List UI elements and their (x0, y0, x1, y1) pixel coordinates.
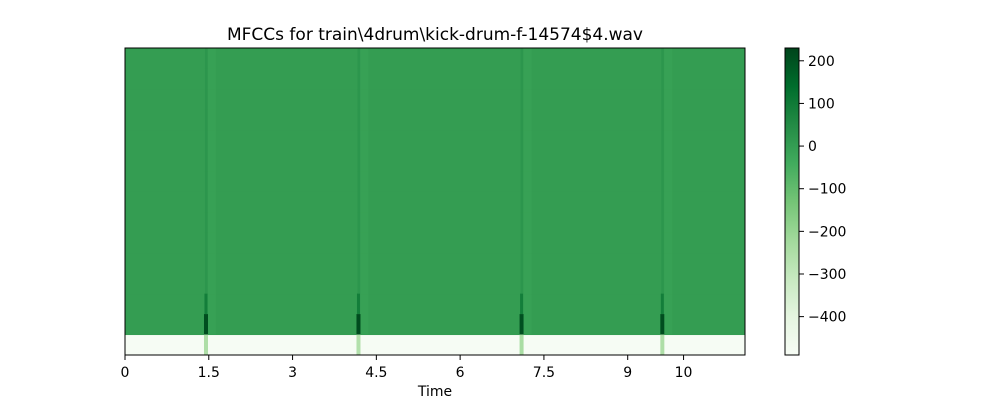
heatmap-row (125, 48, 745, 69)
onset-cell-coef1 (356, 314, 361, 335)
colorbar-gradient (784, 47, 800, 356)
heatmap-row (125, 88, 745, 110)
onset-cell-coef2 (204, 293, 208, 315)
onset-cell-coef1 (660, 314, 665, 335)
x-tick-label: 1.5 (198, 365, 220, 381)
onset-cell-coef0 (660, 334, 665, 355)
x-tick-label: 9 (623, 365, 632, 381)
onset-decay (523, 48, 532, 335)
x-tick-label: 10 (675, 365, 693, 381)
heatmap-row (125, 293, 745, 315)
colorbar-tick-label: 200 (808, 54, 835, 70)
onset-decay (207, 48, 216, 335)
onset-cell-coef0 (519, 334, 524, 355)
colorbar-axis: 200 100 0 −100 −200 −300 −400 (799, 54, 846, 326)
heatmap-row (125, 68, 745, 90)
onset-trace (520, 48, 524, 294)
colorbar-tick-label: −400 (808, 310, 846, 326)
onset-cell-coef0 (203, 334, 208, 355)
heatmap-row (125, 109, 745, 131)
plot-frame (124, 47, 746, 356)
onset-cell-coef1 (519, 314, 524, 335)
x-axis-label: Time (417, 384, 452, 400)
heatmap-row (125, 334, 745, 355)
heatmap-row (125, 252, 745, 274)
heatmap-row (125, 211, 745, 233)
onset-cell-coef1 (203, 314, 208, 335)
heatmap-row (125, 170, 745, 192)
heatmap-row (125, 314, 745, 336)
colorbar-tick-label: −200 (808, 224, 846, 240)
x-tick-label: 6 (456, 365, 465, 381)
colorbar-tick-label: −300 (808, 267, 846, 283)
onset-trace (204, 48, 208, 294)
heatmap-row (125, 232, 745, 254)
heatmap-row (125, 129, 745, 151)
colorbar-tick-label: 0 (808, 139, 817, 155)
x-tick-label: 3 (288, 365, 297, 381)
onset-cell-coef2 (356, 293, 360, 315)
heatmap-row (125, 191, 745, 213)
x-tick-label: 4.5 (365, 365, 387, 381)
x-axis: 0 1.5 3 4.5 6 7.5 9 10 (121, 355, 693, 381)
heatmap-row (125, 273, 745, 295)
heatmap-row (125, 150, 745, 172)
x-tick-label: 0 (121, 365, 130, 381)
onset-cell-coef2 (660, 293, 664, 315)
onset-decay (664, 48, 673, 335)
onset-trace (661, 48, 664, 294)
chart-title: MFCCs for train\4drum\kick-drum-f-14574$… (227, 25, 643, 45)
onset-cell-coef0 (356, 334, 361, 355)
x-tick-label: 7.5 (533, 365, 555, 381)
colorbar: 200 100 0 −100 −200 −300 −400 (784, 47, 846, 356)
onset-cell-coef2 (520, 293, 524, 315)
onset-trace (357, 48, 360, 294)
mfcc-heatmap (125, 48, 745, 355)
onset-decay (360, 48, 369, 335)
colorbar-tick-label: −100 (808, 182, 846, 198)
colorbar-tick-label: 100 (808, 96, 835, 112)
